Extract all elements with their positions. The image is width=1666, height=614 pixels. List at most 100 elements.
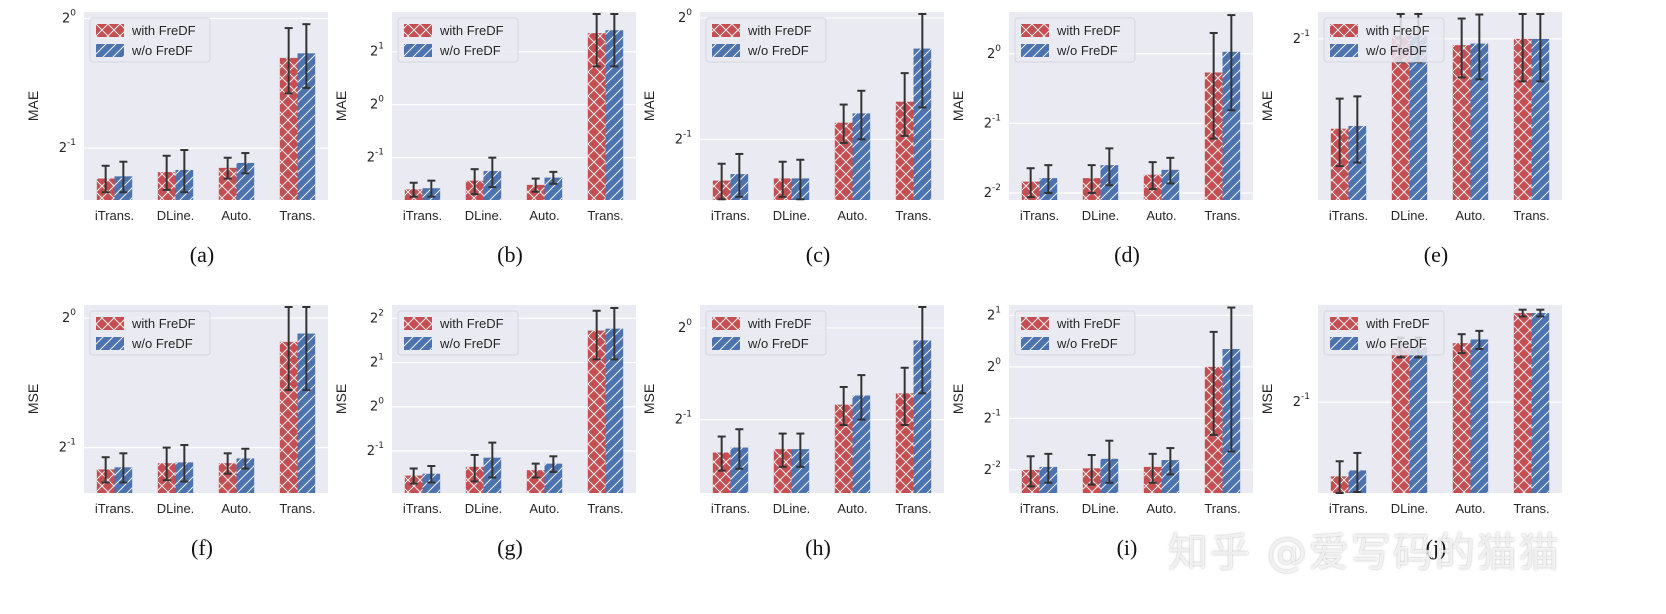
- bar-hatch: [297, 333, 316, 493]
- bar-hatch: [1409, 347, 1428, 493]
- legend-label: w/o FreDF: [747, 336, 809, 351]
- x-tick-label: iTrans.: [95, 501, 134, 516]
- x-tick-label: DLine.: [1082, 501, 1120, 516]
- y-tick-label: 2-1: [984, 113, 1001, 131]
- y-tick-label: 2-1: [984, 408, 1001, 426]
- bar-hatch: [834, 404, 853, 493]
- bar-hatch: [605, 328, 624, 493]
- y-tick-label: 2-1: [59, 438, 76, 456]
- x-tick-label: Trans.: [895, 501, 931, 516]
- x-tick-label: iTrans.: [1020, 501, 1059, 516]
- y-tick-label: 20: [987, 44, 1001, 62]
- y-tick-label: 20: [62, 308, 76, 326]
- y-tick-label: 21: [370, 353, 384, 371]
- y-tick-label: 21: [370, 42, 384, 60]
- y-tick-label: 20: [987, 357, 1001, 375]
- x-tick-label: Auto.: [1455, 208, 1485, 223]
- y-axis-label: MAE: [25, 91, 41, 121]
- x-tick-label: Auto.: [837, 501, 867, 516]
- bar-hatch: [1452, 45, 1471, 201]
- y-tick-label: 2-1: [675, 129, 692, 147]
- legend-swatch-hatch: [1021, 24, 1049, 37]
- y-tick-label: 20: [370, 95, 384, 113]
- bar-hatch: [1391, 35, 1410, 201]
- x-tick-label: iTrans.: [95, 208, 134, 223]
- chart-panel-c: 2-1 20 MAE iTrans. DLine. Auto. Trans. with Fre…: [641, 8, 944, 267]
- x-tick-label: iTrans.: [403, 501, 442, 516]
- panel-caption: (h): [805, 535, 831, 560]
- y-tick-label: 2-1: [675, 410, 692, 428]
- x-tick-label: DLine.: [1082, 208, 1120, 223]
- legend-label: w/o FreDF: [131, 43, 193, 58]
- bar-hatch: [1391, 347, 1410, 493]
- legend-label: with FreDF: [1365, 316, 1430, 331]
- legend-label: with FreDF: [131, 23, 196, 38]
- x-tick-label: Trans.: [279, 208, 315, 223]
- bar-hatch: [1452, 343, 1471, 493]
- bar-hatch: [1531, 313, 1550, 493]
- chart-panel-d: 2-2 2-1 20 MAE iTrans. DLine. Auto. Trans. with …: [950, 12, 1253, 267]
- legend-label: with FreDF: [131, 316, 196, 331]
- x-tick-label: iTrans.: [711, 208, 750, 223]
- y-tick-label: 20: [678, 8, 692, 26]
- legend-swatch-hatch: [1021, 337, 1049, 350]
- y-axis-label: MSE: [25, 384, 41, 414]
- bar-hatch: [544, 463, 563, 493]
- legend-swatch-hatch: [1330, 337, 1358, 350]
- legend-swatch-hatch: [1021, 317, 1049, 330]
- bar-hatch: [852, 395, 871, 493]
- x-tick-label: DLine.: [773, 501, 811, 516]
- panel-caption: (i): [1117, 535, 1138, 560]
- panel-caption: (c): [806, 242, 830, 267]
- y-axis-label: MSE: [333, 384, 349, 414]
- x-tick-label: Auto.: [1455, 501, 1485, 516]
- chart-panel-h: 2-1 20 MSE iTrans. DLine. Auto. Trans. with Fre…: [641, 305, 944, 560]
- legend-label: w/o FreDF: [1365, 336, 1427, 351]
- x-tick-label: Trans.: [587, 501, 623, 516]
- x-tick-label: Trans.: [587, 208, 623, 223]
- legend-label: with FreDF: [1365, 23, 1430, 38]
- watermark-text: 知乎 @爱写码的猫猫: [1168, 530, 1561, 576]
- bar-hatch: [544, 177, 563, 200]
- bar-hatch: [1470, 43, 1489, 201]
- y-tick-label: 21: [987, 305, 1001, 323]
- bar-hatch: [587, 330, 606, 493]
- bar-hatch: [605, 30, 624, 201]
- bar-hatch: [913, 48, 932, 201]
- y-axis-label: MSE: [1259, 384, 1275, 414]
- legend-swatch-hatch: [96, 337, 124, 350]
- legend-label: w/o FreDF: [1056, 336, 1118, 351]
- panel-caption: (e): [1424, 242, 1448, 267]
- x-tick-label: DLine.: [773, 208, 811, 223]
- bar-hatch: [1513, 38, 1532, 200]
- bar-hatch: [1531, 38, 1550, 200]
- x-tick-label: Auto.: [529, 501, 559, 516]
- legend-swatch-hatch: [712, 24, 740, 37]
- bar-hatch: [913, 340, 932, 493]
- legend-swatch-hatch: [96, 317, 124, 330]
- y-tick-label: 2-1: [1293, 29, 1310, 47]
- legend-label: with FreDF: [747, 316, 812, 331]
- legend-swatch-hatch: [1330, 24, 1358, 37]
- legend-swatch-hatch: [712, 337, 740, 350]
- legend-swatch-hatch: [712, 317, 740, 330]
- x-tick-label: Auto.: [1146, 208, 1176, 223]
- legend-swatch-hatch: [404, 24, 432, 37]
- panel-caption: (j): [1426, 535, 1447, 560]
- bar-hatch: [712, 452, 731, 493]
- chart-panel-a: 2-1 20 MAE iTrans. DLine. Auto. Trans. with Fre…: [25, 8, 328, 267]
- x-tick-label: Auto.: [837, 208, 867, 223]
- chart-panel-i: 2-2 2-1 20 21 MSE iTrans. DLine. Auto. Trans. wit…: [950, 305, 1253, 560]
- legend-swatch-hatch: [404, 337, 432, 350]
- bar-hatch: [1470, 339, 1489, 493]
- legend-swatch-hatch: [404, 317, 432, 330]
- bar-hatch: [236, 458, 255, 493]
- x-tick-label: DLine.: [465, 208, 503, 223]
- legend-label: w/o FreDF: [131, 336, 193, 351]
- x-tick-label: Trans.: [1513, 208, 1549, 223]
- x-tick-label: Trans.: [1513, 501, 1549, 516]
- chart-panel-g: 2-1 20 21 22 MSE iTrans. DLine. Auto. Trans. with…: [333, 305, 636, 560]
- bar-hatch: [852, 113, 871, 200]
- y-tick-label: 2-1: [59, 138, 76, 156]
